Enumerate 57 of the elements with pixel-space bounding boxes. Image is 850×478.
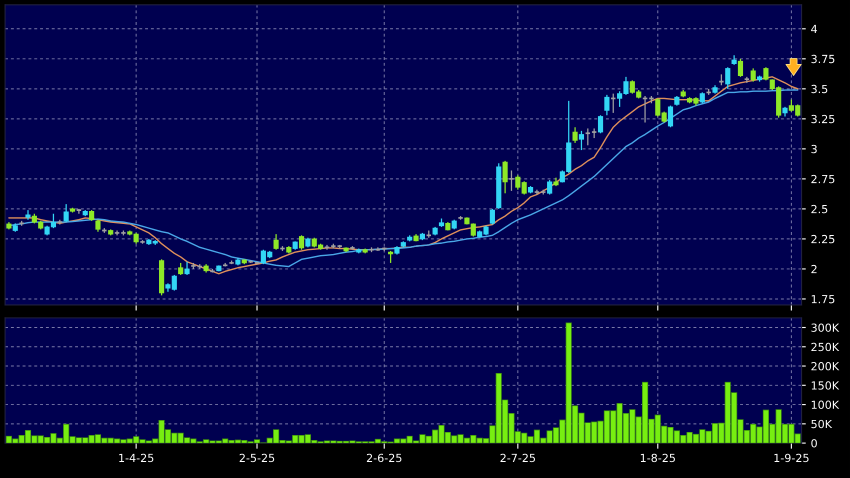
candlestick	[782, 106, 788, 118]
y-tick-label: 200K	[811, 362, 840, 370]
y-tick-label: 1.75	[812, 295, 834, 304]
y-tick-label: 3.75	[811, 54, 834, 64]
candlestick	[725, 66, 730, 90]
candlestick	[89, 209, 94, 222]
candlestick	[547, 179, 552, 196]
y-tick-label: 2	[811, 264, 817, 274]
candlestick	[668, 105, 674, 128]
y-tick-label: 4	[811, 24, 818, 34]
y-tick-label: 2.25	[811, 234, 834, 244]
candlestick	[298, 234, 304, 250]
candlestick	[502, 160, 508, 194]
candlestick	[572, 126, 578, 144]
y-tick-label: 2.5	[811, 204, 828, 214]
y-tick-label: 50K	[811, 420, 832, 428]
candlestick	[452, 219, 457, 230]
y-tick-label: 300K	[811, 323, 840, 332]
candlestick	[578, 130, 584, 151]
y-tick-label: 150K	[812, 381, 840, 390]
candlestick	[700, 92, 705, 104]
candlestick	[674, 95, 680, 106]
y-tick-label: 0	[811, 439, 817, 448]
candlestick	[184, 261, 190, 276]
candlestick	[490, 208, 495, 226]
candlestick	[604, 94, 610, 116]
candlestick	[610, 93, 616, 114]
candlestick	[718, 74, 724, 86]
candlestick	[750, 68, 756, 82]
y-tick-label: 100K	[812, 400, 840, 409]
candlestick	[584, 128, 591, 146]
candlestick	[744, 76, 750, 84]
x-tick-label: 2-5-25	[240, 454, 274, 462]
candlestick	[64, 203, 69, 223]
candlestick	[732, 54, 737, 66]
candlestick	[598, 114, 604, 134]
candlestick	[178, 262, 184, 276]
candlestick	[591, 128, 598, 139]
candlestick	[25, 209, 31, 220]
y-tick-label: 3	[811, 144, 817, 154]
x-tick-label: 1-8-25	[640, 454, 675, 462]
candlestick	[763, 66, 769, 82]
x-tick-label: 2-6-25	[366, 454, 402, 462]
candlestick	[95, 219, 101, 232]
candlestick	[274, 233, 279, 250]
y-tick-label: 250K	[811, 342, 840, 352]
x-tick-label: 1-9-25	[774, 454, 809, 462]
x-tick-label: 1-4-25	[119, 454, 154, 462]
candlestick	[508, 170, 515, 192]
candlestick	[305, 237, 310, 248]
candlestick	[426, 230, 432, 238]
y-tick-label: 2.75	[811, 174, 834, 184]
x-tick-label: 2-7-25	[500, 454, 536, 462]
y-tick-label: 3.5	[811, 84, 828, 94]
candlestick	[388, 250, 394, 264]
y-tick-label: 3.25	[811, 114, 834, 124]
candlestick	[738, 58, 744, 78]
